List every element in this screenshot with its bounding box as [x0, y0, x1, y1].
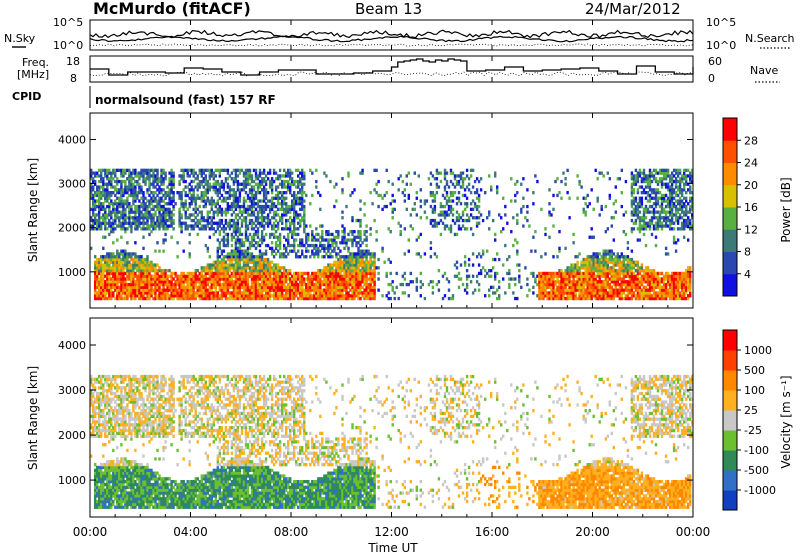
colorbar-tick-label: 25 — [744, 404, 758, 417]
colorbar-tick-label: 16 — [744, 201, 758, 214]
colorbar-tick-label: 4 — [744, 268, 751, 281]
nave-tick-top: 60 — [708, 55, 722, 68]
y-tick-label: 4000 — [58, 339, 86, 352]
colorbar-tick-label: 1000 — [744, 344, 772, 357]
nsky-tick-bottom: 10^0 — [53, 39, 83, 52]
y-tick-label: 3000 — [58, 178, 86, 191]
colorbar-tick-label: -100 — [744, 444, 769, 457]
station-title: McMurdo (fitACF) — [93, 0, 251, 18]
x-tick-label: 20:00 — [575, 525, 610, 539]
nave-label: Nave — [750, 64, 778, 77]
freq-tick-top: 18 — [66, 55, 80, 68]
cpid-label: CPID — [12, 90, 41, 103]
power-colorbar-label: Power [dB] — [779, 177, 793, 242]
freq-label-line1: Freq. — [22, 56, 49, 69]
nsearch-label: N.Search — [745, 32, 795, 45]
freq-trace — [89, 58, 694, 77]
cpid-value: normalsound (fast) 157 RF — [95, 93, 276, 107]
x-tick-label: 00:00 — [73, 525, 108, 539]
colorbar-tick-label: 500 — [744, 364, 765, 377]
colorbar-tick-label: 8 — [744, 246, 751, 259]
x-tick-label: 04:00 — [173, 525, 208, 539]
y-tick-label: 4000 — [58, 133, 86, 146]
nsky-trace — [89, 29, 694, 47]
nsky-tick-top: 10^5 — [53, 16, 83, 29]
power-heatmap — [90, 168, 693, 301]
colorbar-tick-label: 28 — [744, 134, 758, 147]
x-tick-label: 00:00 — [676, 525, 711, 539]
colorbar-tick-label: -1000 — [744, 484, 776, 497]
y-tick-label: 1000 — [58, 266, 86, 279]
y-tick-label: 1000 — [58, 474, 86, 487]
nsearch-tick-bottom: 10^0 — [706, 39, 736, 52]
power-ylabel: Slant Range [km] — [26, 158, 40, 262]
nsky-label: N.Sky — [4, 32, 36, 45]
x-tick-label: 08:00 — [274, 525, 309, 539]
power-colorbar: 4 8 12 16 20 24 28 — [722, 117, 758, 297]
velocity-colorbar-label: Velocity [m s⁻¹] — [779, 375, 793, 468]
colorbar-tick-label: -25 — [744, 424, 762, 437]
y-tick-label: 3000 — [58, 384, 86, 397]
y-tick-label: 2000 — [58, 429, 86, 442]
colorbar-tick-label: 24 — [744, 157, 758, 170]
velocity-heatmap — [90, 374, 693, 509]
x-tick-label: 12:00 — [374, 525, 409, 539]
colorbar-tick-label: 12 — [744, 223, 758, 236]
colorbar-tick-label: -500 — [744, 464, 769, 477]
x-axis-label: Time UT — [367, 541, 418, 554]
freq-label-line2: [MHz] — [17, 68, 49, 81]
date-title: 24/Mar/2012 — [585, 0, 681, 18]
nsearch-tick-top: 10^5 — [706, 16, 736, 29]
velocity-colorbar: 1000 500 100 25 -25 -100 -500 -1000 — [722, 329, 776, 511]
colorbar-tick-label: 100 — [744, 384, 765, 397]
colorbar-tick-label: 20 — [744, 179, 758, 192]
y-tick-label: 2000 — [58, 222, 86, 235]
x-tick-label: 16:00 — [475, 525, 510, 539]
beam-title: Beam 13 — [355, 0, 422, 18]
nave-tick-bottom: 0 — [708, 72, 715, 85]
freq-tick-bottom: 8 — [70, 72, 77, 85]
velocity-ylabel: Slant Range [km] — [26, 366, 40, 470]
